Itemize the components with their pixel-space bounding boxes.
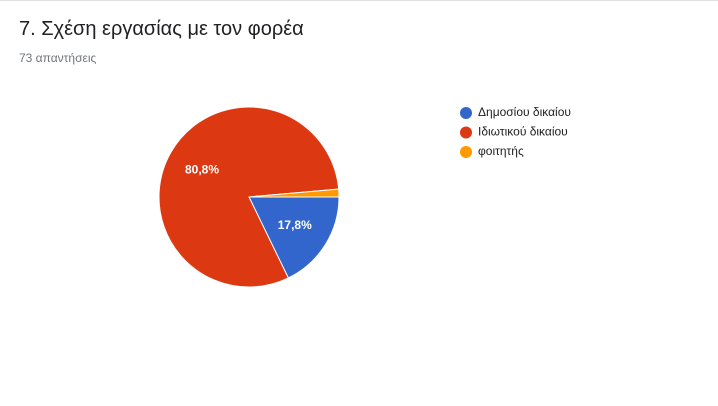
chart-title: 7. Σχέση εργασίας με τον φορέα [19, 18, 304, 40]
legend-swatch [460, 107, 472, 119]
pie-slice [248, 188, 340, 198]
legend-label: Δημοσίου δικαίου [478, 105, 571, 119]
chart-subtitle: 73 απαντήσεις [19, 51, 97, 65]
slice-label: 17,8% [278, 218, 312, 232]
legend-swatch [460, 146, 472, 158]
legend-label: Ιδιωτικού δικαίου [478, 125, 568, 139]
legend: Δημοσίου δικαίου Ιδιωτικού δικαίου φοιτητή… [460, 105, 571, 158]
pie-slice [248, 196, 340, 279]
pie: 17,8% 80,8% [158, 106, 340, 288]
legend-swatch [460, 126, 472, 139]
slice-label: 80,8% [185, 163, 219, 177]
legend-label: φοιτητής [478, 144, 524, 158]
pie-slice [158, 106, 340, 288]
